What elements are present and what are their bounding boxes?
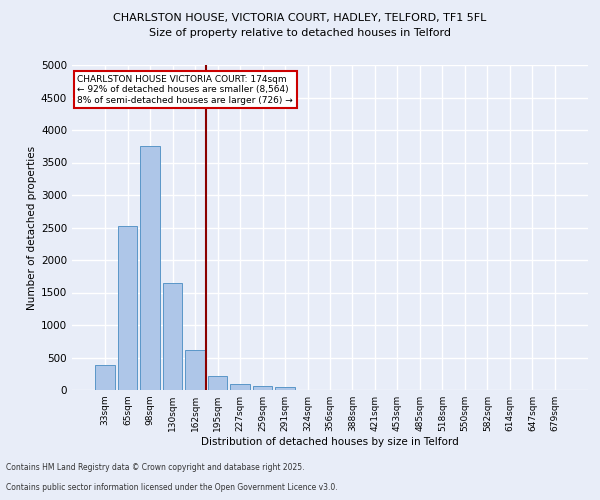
Text: CHARLSTON HOUSE, VICTORIA COURT, HADLEY, TELFORD, TF1 5FL: CHARLSTON HOUSE, VICTORIA COURT, HADLEY,… (113, 12, 487, 22)
Bar (253, 386, 272, 390)
Y-axis label: Number of detached properties: Number of detached properties (27, 146, 37, 310)
Text: CHARLSTON HOUSE VICTORIA COURT: 174sqm
← 92% of detached houses are smaller (8,5: CHARLSTON HOUSE VICTORIA COURT: 174sqm ←… (77, 74, 293, 104)
X-axis label: Distribution of detached houses by size in Telford: Distribution of detached houses by size … (201, 437, 459, 447)
Bar (140, 146, 160, 390)
Text: Contains HM Land Registry data © Crown copyright and database right 2025.: Contains HM Land Registry data © Crown c… (6, 464, 305, 472)
Bar (118, 226, 137, 390)
Text: Contains public sector information licensed under the Open Government Licence v3: Contains public sector information licen… (6, 484, 338, 492)
Text: Size of property relative to detached houses in Telford: Size of property relative to detached ho… (149, 28, 451, 38)
Bar (208, 376, 227, 390)
Bar (230, 384, 250, 390)
Bar (275, 388, 295, 390)
Bar (185, 350, 205, 390)
Bar (95, 366, 115, 390)
Bar (163, 283, 182, 390)
